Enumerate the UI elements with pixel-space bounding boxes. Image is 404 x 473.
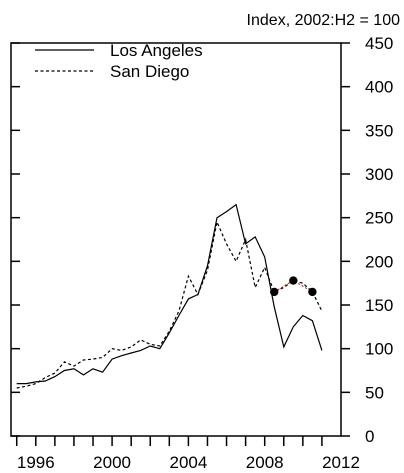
legend-label-san-diego: San Diego [110,62,189,81]
series-layer [16,203,323,389]
x-tick-label: 1996 [17,453,55,472]
y-tick-label: 0 [365,427,374,446]
x-tick-label: 2004 [169,453,207,472]
legend: Los Angeles San Diego [35,41,203,81]
series-line-2 [273,279,313,293]
x-tick-label: 2008 [246,453,284,472]
x-tick-label: 2012 [322,453,360,472]
series-line-1 [16,219,323,389]
plot-frame [10,42,342,437]
x-tick-label: 2000 [93,453,131,472]
forecast-point [289,276,298,285]
legend-label-los-angeles: Los Angeles [110,41,203,60]
chart-title: Index, 2002:H2 = 100 [247,12,401,29]
forecast-point [270,287,279,297]
axis-ticks: 0 50 100 150 200 250 300 350 400 450 1996 2000 2004 2… [11,34,393,472]
y-tick-label: 150 [365,296,393,315]
y-tick-label: 250 [365,209,393,228]
y-tick-label: 200 [365,252,393,271]
y-tick-label: 400 [365,78,393,97]
y-tick-label: 300 [365,165,393,184]
y-tick-label: 350 [365,121,393,140]
y-tick-label: 450 [365,34,393,53]
y-tick-label: 100 [365,340,393,359]
y-tick-label: 50 [365,383,384,402]
forecast-point [308,287,317,297]
